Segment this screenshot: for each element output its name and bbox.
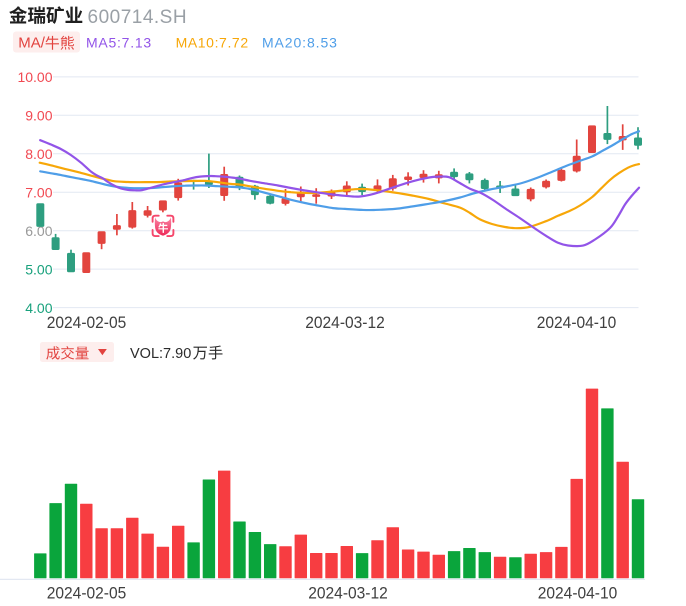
svg-text:600714.SH: 600714.SH [88,7,188,28]
svg-text:MA/: MA/ [18,35,46,52]
svg-text:MA5:7.13: MA5:7.13 [86,35,152,51]
svg-text:4.00: 4.00 [25,300,52,316]
svg-text:2024-04-10: 2024-04-10 [537,313,617,332]
svg-text:5.00: 5.00 [25,261,52,277]
svg-text:7.00: 7.00 [25,184,52,200]
svg-text:6.00: 6.00 [25,223,52,239]
svg-text:2024-03-12: 2024-03-12 [305,313,385,332]
svg-text:VOL:7.90: VOL:7.90 [130,346,191,362]
svg-text:8.00: 8.00 [25,146,52,162]
svg-text:9.00: 9.00 [25,108,52,124]
svg-text:MA10:7.72: MA10:7.72 [176,35,249,51]
svg-text:2024-03-12: 2024-03-12 [308,583,388,602]
svg-text:MA20:8.53: MA20:8.53 [262,35,338,51]
svg-text:10.00: 10.00 [17,69,52,85]
svg-text:2024-04-10: 2024-04-10 [538,583,618,602]
svg-text:2024-02-05: 2024-02-05 [47,313,127,332]
svg-text:2024-02-05: 2024-02-05 [47,583,127,602]
